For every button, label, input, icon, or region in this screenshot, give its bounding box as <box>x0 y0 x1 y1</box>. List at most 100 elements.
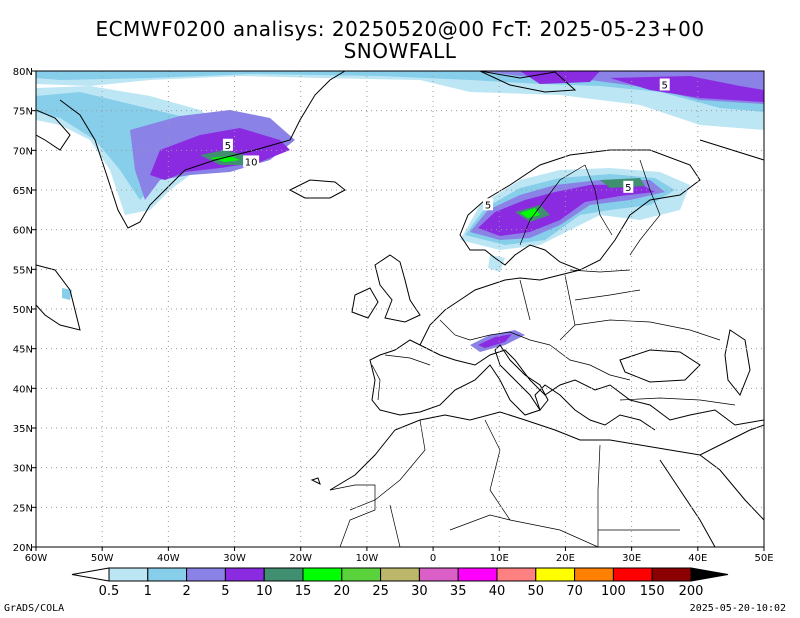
coastline-arabia <box>699 454 764 521</box>
coastline-labrador <box>36 264 81 331</box>
colorbar-level-label: 10 <box>256 584 273 599</box>
lon-tick-label: 20W <box>289 553 312 564</box>
coastline-caspian <box>724 329 751 396</box>
border-algeria-libya <box>484 419 511 521</box>
lat-tick-label: 70N <box>13 146 33 157</box>
lat-tick-label: 50N <box>13 305 33 316</box>
snow-area-scandinavia-lime <box>520 208 540 218</box>
colorbar-level-label: 35 <box>450 584 467 599</box>
lon-tick-label: 50E <box>754 553 773 564</box>
colorbar-level-label: 1 <box>144 584 152 599</box>
border-libya-egypt <box>597 444 601 547</box>
coastline-europe <box>369 139 764 431</box>
colorbar-level-label: 20 <box>334 584 351 599</box>
lat-tick-label: 20N <box>13 543 33 554</box>
colorbar-swatch <box>535 567 576 582</box>
colorbar-level-label: 200 <box>679 584 704 599</box>
colorbar-max-arrow <box>690 567 729 582</box>
lon-tick-label: 40W <box>157 553 180 564</box>
colorbar-swatch <box>651 567 692 582</box>
border-mali-mauritania <box>389 504 401 547</box>
colorbar-level-label: 2 <box>182 584 190 599</box>
lat-tick-label: 45N <box>13 345 33 356</box>
snow-area-newfoundland <box>62 288 72 300</box>
lon-tick-label: 50W <box>91 553 114 564</box>
country-borders <box>329 159 736 547</box>
colorbar-min-arrow <box>71 567 110 582</box>
snow-area-arctic-light <box>36 71 764 130</box>
coastline-italy <box>494 344 549 411</box>
coastline-svalbard <box>479 71 577 93</box>
border-germany-poland <box>519 279 531 321</box>
colorbar-swatch <box>457 567 498 582</box>
lon-tick-label: 10W <box>356 553 379 564</box>
lon-tick-label: 10E <box>490 553 509 564</box>
border-baltics <box>569 269 631 273</box>
border-france-germany <box>439 319 471 341</box>
coastline-canaries <box>310 477 321 485</box>
snowfall-shading <box>36 71 764 352</box>
snow-area-alps-purple <box>478 334 512 348</box>
colorbar-swatch <box>108 567 149 582</box>
border-poland-east <box>559 274 576 341</box>
colorbar-level-label: 100 <box>601 584 626 599</box>
border-western-sahara <box>329 484 376 547</box>
colorbar: 0.5 1 2 5 10 15 20 25 30 35 40 50 70 100 150 200 <box>71 567 729 599</box>
colorbar-level-label: 40 <box>489 584 506 599</box>
lon-tick-label: 30E <box>622 553 641 564</box>
border-sweden-finland <box>584 164 613 236</box>
coastline-iceland <box>288 179 346 199</box>
contour-label: 5 <box>485 200 491 211</box>
coastline-britain <box>374 254 421 323</box>
lat-tick-label: 35N <box>13 424 33 435</box>
colorbar-level-label: 15 <box>295 584 312 599</box>
lat-tick-label: 65N <box>13 186 33 197</box>
coastline-red-sea <box>659 459 716 547</box>
border-turkey <box>619 397 736 406</box>
coastline-greenland <box>59 71 346 229</box>
lon-tick-label: 40E <box>688 553 707 564</box>
lat-tick-label: 80N <box>13 67 33 78</box>
snow-area-greenland-lime <box>210 156 240 162</box>
contour-label: 5 <box>662 80 668 91</box>
colorbar-level-label: 25 <box>372 584 389 599</box>
colorbar-swatch <box>147 567 188 582</box>
border-finland-russia <box>629 159 661 256</box>
colorbar-swatch <box>224 567 265 582</box>
border-france-spain <box>384 354 431 366</box>
border-spain-portugal <box>371 364 381 401</box>
colorbar-level-label: 30 <box>411 584 428 599</box>
border-belarus <box>574 289 641 301</box>
coastline-scandinavia <box>459 149 701 271</box>
lat-tick-label: 55N <box>13 265 33 276</box>
colorbar-swatch <box>496 567 537 582</box>
colorbar-swatch <box>263 567 304 582</box>
lon-tick-label: 60W <box>25 553 48 564</box>
contour-label-bg <box>222 138 233 151</box>
contour-label-bg <box>483 198 494 211</box>
lon-tick-label: 20E <box>556 553 575 564</box>
map-subtitle: SNOWFALL <box>343 39 457 63</box>
border-libya-chad <box>509 519 599 547</box>
border-balkans <box>549 344 631 381</box>
snow-area-lapland-green <box>600 178 645 188</box>
lat-tick-label: 40N <box>13 384 33 395</box>
lon-tick-label: 30W <box>223 553 246 564</box>
coastline-north-europe <box>419 269 581 346</box>
lat-tick-label: 30N <box>13 464 33 475</box>
lat-tick-label: 25N <box>13 503 33 514</box>
contour-label: 5 <box>625 183 631 194</box>
contour-labels: 5 5 10 5 5 <box>222 78 670 211</box>
colorbar-swatch <box>574 567 614 582</box>
border-morocco-algeria <box>349 419 426 511</box>
lon-tick-label: 0 <box>430 553 436 564</box>
colorbar-swatch <box>418 567 459 582</box>
snow-area-baltic <box>488 255 505 272</box>
contour-label-bg <box>659 78 670 91</box>
longitude-ticks: 60W 50W 40W 30W 20W 10W 0 10E 20E 30E 40E 50E <box>25 547 774 564</box>
lat-tick-label: 75N <box>13 107 33 118</box>
coastline-black-sea <box>619 349 701 383</box>
snow-area-arctic-purple <box>610 76 764 102</box>
footer-credit: GrADS/COLA <box>4 603 65 614</box>
contour-label: 5 <box>225 141 231 152</box>
